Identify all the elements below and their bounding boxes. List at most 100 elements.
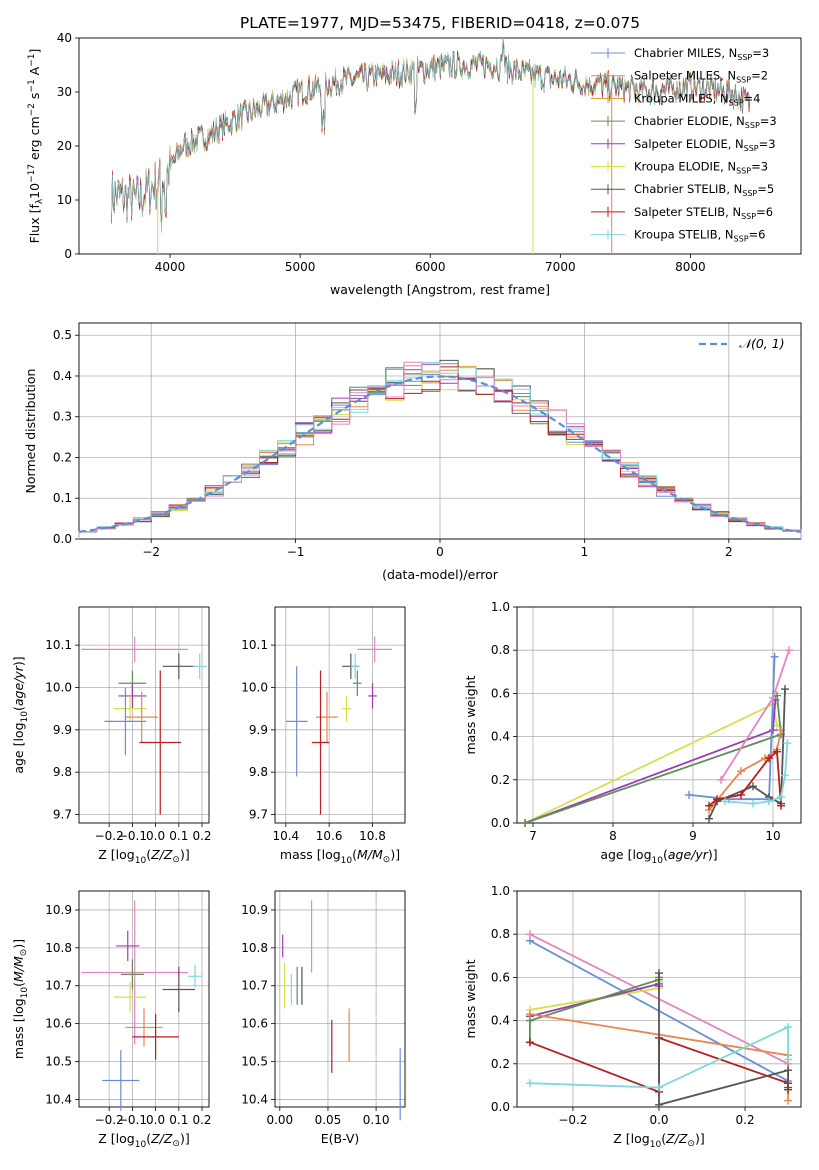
y-tick-label: 10.8 [45,941,72,955]
y-tick-label: 0.6 [491,970,510,984]
y-tick-label: 0.2 [491,1057,510,1071]
x-axis-label: wavelength [Angstrom, rest frame] [330,282,550,297]
residuals-chart: −2 −1 0 1 2 0.0 0.1 0.2 0.3 0.4 0.5 (data-model)/er… [23,322,802,582]
series-line [688,656,776,801]
massweight_vs_age-chart: 7 8 9 10 0.0 0.2 0.4 0.6 0.8 1.0 age [log10(age/yr… [463,600,802,866]
y-tick-label: 0.5 [53,328,72,342]
age_vs_mass-chart: 10.4 10.6 10.8 9.7 9.8 9.9 10.0 10.1 mass [log10… [241,606,406,866]
y-tick-label: 9.9 [249,723,268,737]
axes-frame [274,890,406,1108]
axes-frame [274,606,406,824]
series-line [708,689,786,820]
x-tick-label: −1 [287,545,305,559]
series-line [658,973,789,1106]
x-tick-label: 0.1 [169,1113,188,1127]
y-axis-label: Normed distribution [23,369,38,494]
y-tick-label: 0.4 [491,1014,510,1028]
y-tick-label: 10.4 [45,1092,72,1106]
legend-entry: Salpeter MILES, NSSP=2 [634,69,768,85]
x-tick-label: 9 [689,829,697,843]
x-tick-label: 0 [436,545,444,559]
y-axis-label: mass weight [463,959,478,1038]
y-tick-label: 0.2 [491,773,510,787]
x-tick-label: 7 [529,829,537,843]
series-line [524,702,778,824]
y-tick-label: 0.8 [491,643,510,657]
x-axis-label: age [log10(age/yr)] [600,847,717,866]
y-tick-label: 10.8 [241,941,268,955]
mass_vs_ebv-chart: 0.00 0.05 0.10 10.4 10.5 10.6 10.7 10.8 10.9 E(B-… [241,890,406,1146]
spectrum-model-line [111,42,751,227]
y-axis-label: Flux [fλ10−17 erg cm−2 s−1 A−1] [27,49,45,244]
y-tick-label: 9.7 [249,808,268,822]
figure-title: PLATE=1977, MJD=53475, FIBERID=0418, z=0… [240,14,640,32]
y-tick-label: 0.4 [53,369,72,383]
x-tick-label: 1 [581,545,589,559]
y-tick-label: 40 [57,31,72,45]
x-tick-label: −0.2 [95,1113,124,1127]
legend-entry: Chabrier STELIB, NSSP=5 [634,182,774,198]
y-tick-label: 0.6 [491,686,510,700]
legend-entry: Salpeter ELODIE, NSSP=3 [634,137,776,153]
x-tick-label: 6000 [415,260,446,274]
y-tick-label: 10.9 [45,903,72,917]
series-line [529,1025,789,1089]
y-tick-label: 1.0 [491,600,510,614]
x-tick-label: −0.2 [95,829,124,843]
x-tick-label: 0.05 [315,1113,342,1127]
y-tick-label: 0.0 [491,1100,510,1114]
y-tick-label: 10.1 [45,638,72,652]
y-tick-label: 10.6 [45,1017,72,1031]
y-tick-label: 0.0 [491,816,510,830]
axes-frame [78,890,210,1108]
legend-entry: Chabrier ELODIE, NSSP=3 [634,114,777,130]
y-tick-label: 9.7 [53,808,72,822]
x-tick-label: 0.2 [192,1113,211,1127]
y-axis-label: mass [log10(M/M⊙)] [11,939,30,1059]
spectrum-model-line [111,38,751,229]
y-tick-label: 10.5 [241,1055,268,1069]
y-axis-label: age [log10(age/yr)] [11,656,30,773]
x-tick-label: −0.1 [118,829,147,843]
x-tick-label: 7000 [545,260,576,274]
y-tick-label: 10.4 [241,1092,268,1106]
spectrum-lines [111,38,751,254]
x-tick-label: 0.0 [146,1113,165,1127]
x-tick-label: 0.0 [649,1113,668,1127]
y-tick-label: 10 [57,193,72,207]
y-tick-label: 10.1 [241,638,268,652]
age_vs_Z-chart: −0.2−0.1 0.0 0.1 0.2 9.7 9.8 9.9 10.0 10.1 Z [log… [11,606,212,866]
y-tick-label: 10.0 [45,680,72,694]
y-tick-label: 0.1 [53,491,72,505]
spectrum-chart: 4000 5000 6000 7000 8000 0 10 20 30 40 wavelength … [27,31,802,297]
series-line [708,749,782,807]
x-tick-label: 10 [765,829,780,843]
x-tick-label: 2 [725,545,733,559]
x-tick-label: −0.1 [118,1113,147,1127]
mass_vs_Z-chart: −0.2−0.1 0.0 0.1 0.2 10.4 10.5 10.6 10.7 10.8 10.… [11,890,212,1150]
x-tick-label: 4000 [155,260,186,274]
x-axis-label: mass [log10(M/M⊙)] [280,847,400,866]
y-tick-label: 0.3 [53,410,72,424]
massweight_vs_Z-chart: −0.2 0.0 0.2 0.0 0.2 0.4 0.6 0.8 1.0 Z [log10(Z/Z… [463,884,802,1150]
legend-entry: Kroupa STELIB, NSSP=6 [634,228,765,244]
legend-entry: Kroupa MILES, NSSP=4 [634,91,760,107]
y-tick-label: 9.8 [249,765,268,779]
y-tick-label: 10.5 [45,1055,72,1069]
y-tick-label: 0 [64,247,72,261]
series-line [529,977,660,1043]
y-tick-label: 0.0 [53,532,72,546]
x-axis-label: (data-model)/error [382,567,499,582]
series-line [724,743,789,805]
axes-frame [78,322,802,540]
y-tick-label: 10.7 [45,979,72,993]
y-tick-label: 10.7 [241,979,268,993]
y-tick-label: 9.8 [53,765,72,779]
y-axis-label: mass weight [463,675,478,754]
x-axis-label: Z [log10(Z/Z⊙)] [98,847,189,866]
x-tick-label: 0.0 [146,829,165,843]
x-tick-label: 0.1 [169,829,188,843]
x-tick-label: 8000 [675,260,706,274]
y-tick-label: 0.4 [491,730,510,744]
x-tick-label: 0.2 [736,1113,755,1127]
